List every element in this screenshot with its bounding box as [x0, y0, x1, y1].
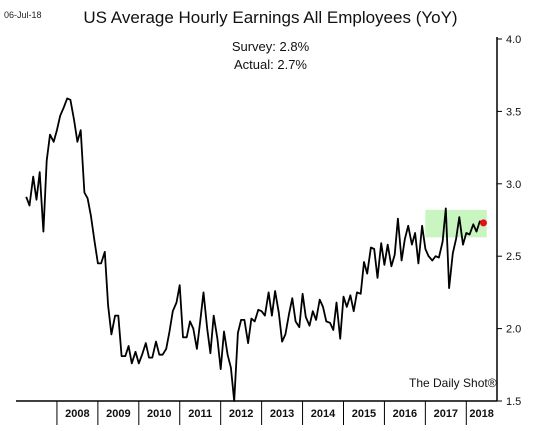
x-tick-label: 2014: [311, 408, 336, 420]
x-tick-label: 2017: [434, 408, 458, 420]
x-axis-ticks: 2008 2009 2010 2011 2012 2013 2014 2015 2016 2017…: [56, 401, 494, 425]
series-line: [25, 97, 484, 402]
y-tick-label: 2.0: [506, 324, 521, 336]
x-tick-label: 2013: [270, 408, 294, 420]
chart-axes: [16, 37, 498, 402]
latest-value-marker: [479, 219, 487, 227]
actual-annotation: Actual: 2.7%: [234, 57, 307, 72]
y-tick-label: 1.5: [506, 396, 521, 408]
x-tick-label: 2018: [469, 408, 493, 420]
y-tick-label: 4.0: [506, 34, 521, 46]
x-tick-label: 2011: [188, 408, 212, 420]
y-tick-label: 3.5: [506, 106, 521, 118]
x-tick-label: 2015: [352, 408, 376, 420]
x-tick-label: 2010: [147, 408, 171, 420]
survey-range-highlight: [425, 209, 487, 238]
y-tick-label: 3.0: [506, 179, 521, 191]
x-tick-label: 2009: [106, 408, 130, 420]
survey-annotation: Survey: 2.8%: [231, 39, 310, 54]
x-tick-label: 2008: [65, 408, 89, 420]
x-tick-label: 2012: [229, 408, 253, 420]
y-axis-ticks: 1.5 2.0 2.5 3.0 3.5 4.0: [497, 34, 521, 408]
y-tick-label: 2.5: [506, 251, 521, 263]
date-label: 06-Jul-18: [4, 10, 42, 20]
x-tick-label: 2016: [393, 408, 417, 420]
chart-title: US Average Hourly Earnings All Employees…: [83, 8, 458, 27]
brand-label: The Daily Shot®: [409, 376, 497, 390]
